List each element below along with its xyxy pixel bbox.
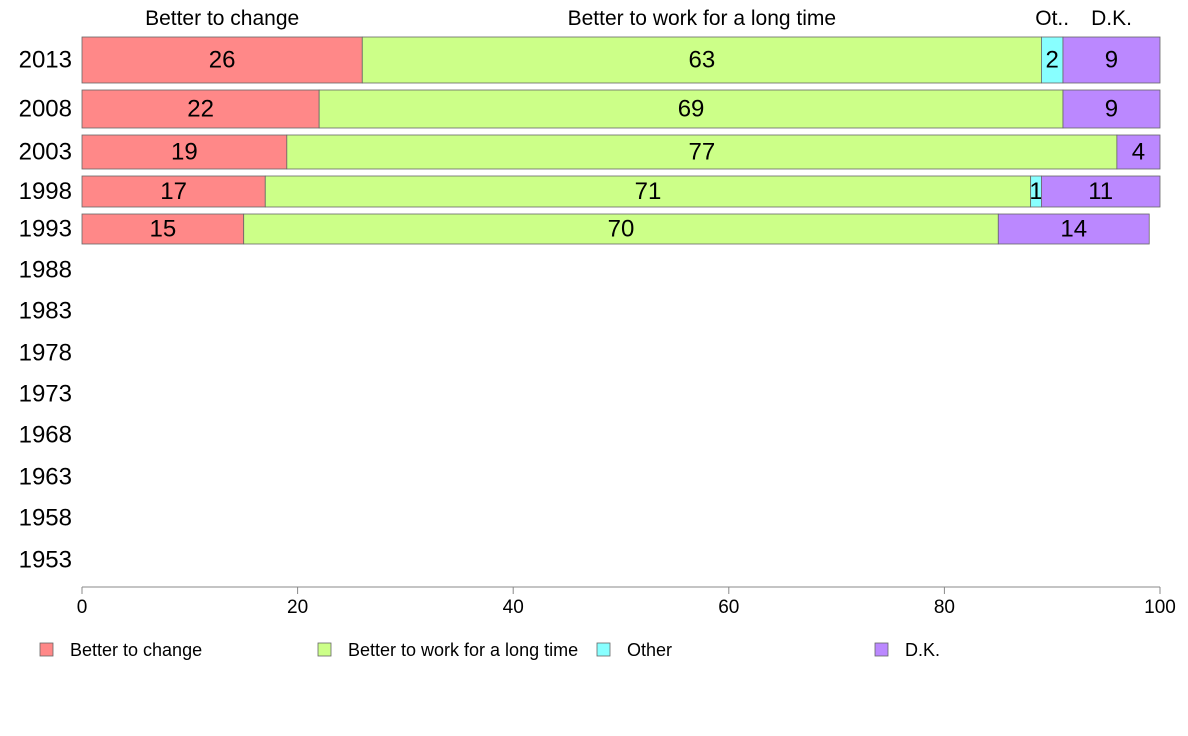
x-tick-label-80: 80 [934, 597, 955, 618]
data-label-2003-d-k: 4 [1132, 139, 1145, 166]
year-label-1988: 1988 [19, 257, 72, 284]
bar-2008-better-to-work-for-a-long-time [318, 89, 1064, 129]
top-segment-labels: Better to change Better to work for a lon… [145, 7, 1132, 30]
legend-item-d-k: D.K. [874, 640, 940, 660]
bar-1998-better-to-change [81, 175, 266, 208]
data-label-1998-better-to-work-for-a-long-time: 71 [635, 178, 662, 205]
bar-2013-better-to-change [81, 36, 363, 84]
data-label-1993-better-to-change: 15 [149, 216, 176, 243]
data-label-2013-other: 2 [1046, 47, 1059, 74]
bar-2003-better-to-change [81, 134, 288, 170]
legend: Better to change Better to work for a lon… [39, 640, 940, 660]
bar-1993-better-to-work-for-a-long-time [243, 213, 999, 245]
data-label-1993-better-to-work-for-a-long-time: 70 [608, 216, 635, 243]
data-label-1993-d-k: 14 [1060, 216, 1087, 243]
top-label-better-to-change: Better to change [145, 7, 299, 30]
legend-swatch-better-to-work-for-a-long-time [317, 642, 332, 657]
data-label-2008-better-to-work-for-a-long-time: 69 [678, 96, 705, 123]
bar-2008-better-to-change [81, 89, 320, 129]
data-label-2003-better-to-work-for-a-long-time: 77 [688, 139, 715, 166]
bar-1998-better-to-work-for-a-long-time [264, 175, 1032, 208]
data-label-2008-better-to-change: 22 [187, 96, 214, 123]
year-label-1953: 1953 [19, 547, 72, 574]
year-label-2003: 2003 [19, 139, 72, 166]
bar-2008-d-k [1062, 89, 1161, 129]
data-label-2008-d-k: 9 [1105, 96, 1118, 123]
year-label-2008: 2008 [19, 96, 72, 123]
year-label-1978: 1978 [19, 340, 72, 367]
data-label-2003-better-to-change: 19 [171, 139, 198, 166]
legend-label-better-to-work-for-a-long-time: Better to work for a long time [348, 640, 578, 660]
x-tick-label-20: 20 [287, 597, 308, 618]
legend-item-better-to-work-for-a-long-time: Better to work for a long time [317, 640, 578, 660]
x-tick-label-40: 40 [503, 597, 524, 618]
data-label-1998-better-to-change: 17 [160, 178, 187, 205]
year-label-1963: 1963 [19, 464, 72, 491]
data-label-2013-better-to-change: 26 [209, 47, 236, 74]
year-label-1968: 1968 [19, 422, 72, 449]
legend-swatch-d-k [874, 642, 889, 657]
x-tick-label-0: 0 [77, 597, 88, 618]
top-label-better-to-work-for-a-long-time: Better to work for a long time [568, 7, 836, 30]
legend-label-d-k: D.K. [905, 640, 940, 660]
data-label-1998-d-k: 11 [1088, 178, 1113, 205]
bar-2003-d-k [1116, 134, 1161, 170]
legend-label-better-to-change: Better to change [70, 640, 202, 660]
bar-2003-better-to-work-for-a-long-time [286, 134, 1118, 170]
top-label-d-k: D.K. [1091, 7, 1132, 30]
bar-1993-d-k [997, 213, 1150, 245]
year-label-2013: 2013 [19, 47, 72, 74]
year-label-1998: 1998 [19, 178, 72, 205]
x-tick-label-100: 100 [1144, 597, 1176, 618]
top-label-ot: Ot.. [1035, 7, 1069, 30]
legend-swatch-other [596, 642, 611, 657]
x-axis: 0 20 40 60 80 100 [77, 586, 1176, 618]
data-label-2013-better-to-work-for-a-long-time: 63 [688, 47, 715, 74]
year-label-1993: 1993 [19, 216, 72, 243]
legend-item-better-to-change: Better to change [39, 640, 202, 660]
data-label-1998-other: 1 [1029, 178, 1042, 205]
bar-2013-better-to-work-for-a-long-time [361, 36, 1042, 84]
legend-label-other: Other [627, 640, 672, 660]
bar-2013-d-k [1062, 36, 1161, 84]
legend-item-other: Other [596, 640, 672, 660]
bar-1998-d-k [1041, 175, 1161, 208]
year-label-1973: 1973 [19, 381, 72, 408]
year-label-1983: 1983 [19, 298, 72, 325]
x-tick-label-60: 60 [718, 597, 739, 618]
legend-swatch-better-to-change [39, 642, 54, 657]
year-label-1958: 1958 [19, 505, 72, 532]
year-labels: 2013 2008 2003 1998 1993 1988 1983 1978 1973 1968… [19, 47, 72, 574]
data-label-2013-d-k: 9 [1105, 47, 1118, 74]
